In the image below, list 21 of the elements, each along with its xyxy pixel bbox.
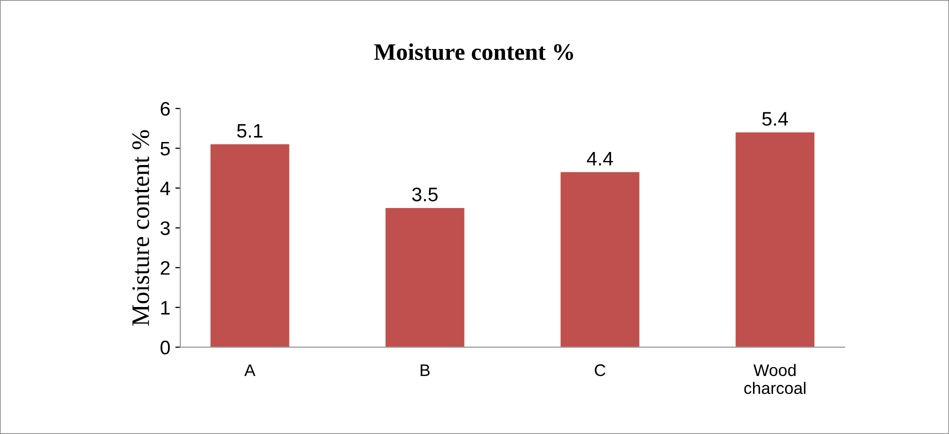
data-label: 5.4 [762, 112, 788, 126]
bar [386, 208, 464, 348]
y-tick-label: 2 [160, 261, 170, 275]
bar [736, 132, 814, 348]
y-tick-label: 5 [160, 142, 170, 156]
x-tick-label: B [420, 364, 430, 376]
x-tick-label: A [244, 364, 256, 376]
chart-title: Moisture content % [374, 43, 574, 60]
bar [560, 172, 640, 348]
y-tick-label: 0 [160, 340, 170, 354]
y-axis-title: Moisture content % [132, 130, 150, 326]
y-tick-label: 6 [160, 102, 170, 116]
y-tick-label: 1 [161, 301, 170, 314]
bar [210, 144, 290, 348]
x-tick-label: C [594, 364, 606, 376]
y-tick-label: 3 [160, 221, 170, 236]
data-label: 3.5 [412, 188, 438, 202]
x-tick-label: Wood charcoal [744, 364, 806, 394]
data-label: 5.1 [237, 124, 262, 138]
y-tick-label: 4 [160, 182, 170, 196]
data-label: 4.4 [586, 152, 613, 166]
